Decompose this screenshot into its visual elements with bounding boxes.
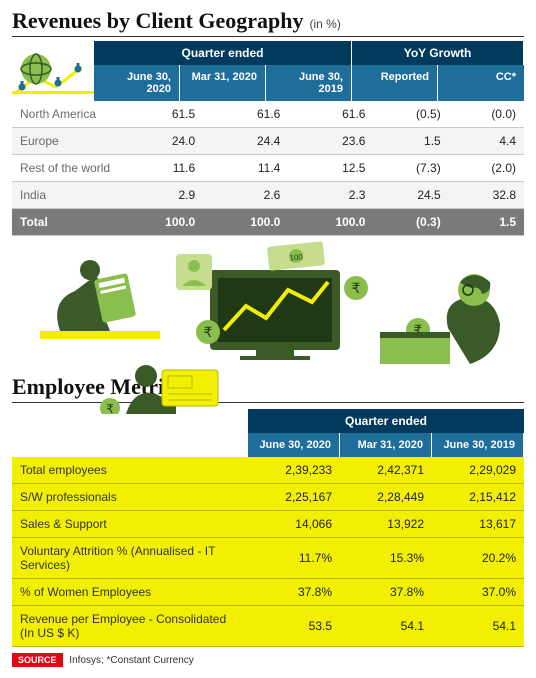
revenues-title-text: Revenues by Client Geography [12, 8, 304, 34]
revenues-section: Revenues by Client Geography (in %) Quar… [0, 0, 536, 236]
col-group-quarter: Quarter ended [248, 409, 524, 433]
col-head: June 30, 2020 [94, 65, 180, 101]
cell: (0.5) [373, 101, 448, 128]
revenues-title: Revenues by Client Geography (in %) [12, 8, 524, 37]
row-label: Rest of the world [12, 155, 118, 182]
source-text: Infosys; *Constant Currency [69, 655, 194, 666]
cell: (2.0) [449, 155, 524, 182]
cell: 4.4 [449, 128, 524, 155]
cell: (0.3) [373, 209, 448, 236]
col-group-quarter: Quarter ended [94, 41, 352, 65]
row-label: North America [12, 101, 118, 128]
revenues-header-cells: Quarter ended YoY Growth June 30, 2020 M… [94, 41, 524, 101]
cell: 2.3 [288, 182, 373, 209]
col-group-yoy: YoY Growth [352, 41, 524, 65]
svg-text:₹: ₹ [204, 324, 213, 340]
table-row: India2.92.62.324.532.8 [12, 182, 524, 209]
cell: 61.6 [288, 101, 373, 128]
cell: 37.8% [248, 579, 340, 606]
col-head: June 30, 2019 [266, 65, 352, 101]
col-head: CC* [438, 65, 524, 101]
table-row: Total employees2,39,2332,42,3712,29,029 [12, 457, 524, 484]
cell: 2,15,412 [432, 484, 524, 511]
cell: (0.0) [449, 101, 524, 128]
footer: SOURCE Infosys; *Constant Currency [0, 647, 536, 678]
employees-table: Total employees2,39,2332,42,3712,29,029S… [12, 457, 524, 647]
cell: 12.5 [288, 155, 373, 182]
row-label: S/W professionals [12, 484, 248, 511]
cell: 24.4 [203, 128, 288, 155]
svg-text:₹: ₹ [106, 402, 114, 414]
svg-text:100: 100 [289, 252, 304, 262]
table-row: North America61.561.661.6(0.5)(0.0) [12, 101, 524, 128]
cell: 24.5 [373, 182, 448, 209]
middle-illustration: ₹ ₹ ₹ 100 [0, 236, 536, 366]
table-row: S/W professionals2,25,1672,28,4492,15,41… [12, 484, 524, 511]
row-label: Sales & Support [12, 511, 248, 538]
col-head: June 30, 2020 [248, 433, 340, 457]
cell: 2.9 [118, 182, 203, 209]
cell: 54.1 [432, 606, 524, 647]
cell: 11.4 [203, 155, 288, 182]
col-head: Reported [352, 65, 438, 101]
cell: 61.6 [203, 101, 288, 128]
employee-icon: ₹ [96, 358, 226, 414]
cell: 15.3% [340, 538, 432, 579]
revenues-header: Quarter ended YoY Growth June 30, 2020 M… [12, 41, 524, 101]
cell: 100.0 [118, 209, 203, 236]
cell: 2,42,371 [340, 457, 432, 484]
cell: 13,922 [340, 511, 432, 538]
row-label: Revenue per Employee - Consolidated (In … [12, 606, 248, 647]
cell: 37.8% [340, 579, 432, 606]
table-row: Sales & Support14,06613,92213,617 [12, 511, 524, 538]
cell: 2.6 [203, 182, 288, 209]
cell: 14,066 [248, 511, 340, 538]
table-row: Rest of the world11.611.412.5(7.3)(2.0) [12, 155, 524, 182]
table-row: % of Women Employees37.8%37.8%37.0% [12, 579, 524, 606]
globe-icon [12, 47, 94, 101]
cell: 1.5 [449, 209, 524, 236]
employees-title: Employee Metrics [12, 374, 524, 403]
row-label: India [12, 182, 118, 209]
cell: 2,25,167 [248, 484, 340, 511]
cell: 24.0 [118, 128, 203, 155]
cell: 100.0 [288, 209, 373, 236]
employees-section: Employee Metrics ₹ Quarter ended June 30… [0, 366, 536, 647]
cell: 2,29,029 [432, 457, 524, 484]
col-head: June 30, 2019 [432, 433, 524, 457]
cell: 11.6 [118, 155, 203, 182]
table-row: Revenue per Employee - Consolidated (In … [12, 606, 524, 647]
cell: (7.3) [373, 155, 448, 182]
cell: 32.8 [449, 182, 524, 209]
cell: 13,617 [432, 511, 524, 538]
table-row: Europe24.024.423.61.54.4 [12, 128, 524, 155]
cell: 54.1 [340, 606, 432, 647]
col-head: Mar 31, 2020 [180, 65, 266, 101]
cell: 20.2% [432, 538, 524, 579]
row-label: Total employees [12, 457, 248, 484]
cell: 100.0 [203, 209, 288, 236]
revenues-unit: (in %) [310, 17, 341, 31]
cell: 53.5 [248, 606, 340, 647]
svg-text:₹: ₹ [352, 280, 361, 296]
cell: 2,28,449 [340, 484, 432, 511]
cell: 11.7% [248, 538, 340, 579]
row-label: Voluntary Attrition % (Annualised - IT S… [12, 538, 248, 579]
row-label: Europe [12, 128, 118, 155]
source-badge: SOURCE [12, 653, 63, 667]
total-row: Total100.0100.0100.0(0.3)1.5 [12, 209, 524, 236]
revenues-table: North America61.561.661.6(0.5)(0.0)Europ… [12, 101, 524, 236]
cell: 23.6 [288, 128, 373, 155]
cell: 61.5 [118, 101, 203, 128]
row-label: % of Women Employees [12, 579, 248, 606]
blank-head [12, 433, 248, 457]
cell: 2,39,233 [248, 457, 340, 484]
table-row: Voluntary Attrition % (Annualised - IT S… [12, 538, 524, 579]
col-head: Mar 31, 2020 [340, 433, 432, 457]
cell: 37.0% [432, 579, 524, 606]
employees-header-cells: Quarter ended June 30, 2020 Mar 31, 2020… [12, 409, 524, 457]
cell: 1.5 [373, 128, 448, 155]
row-label: Total [12, 209, 118, 236]
